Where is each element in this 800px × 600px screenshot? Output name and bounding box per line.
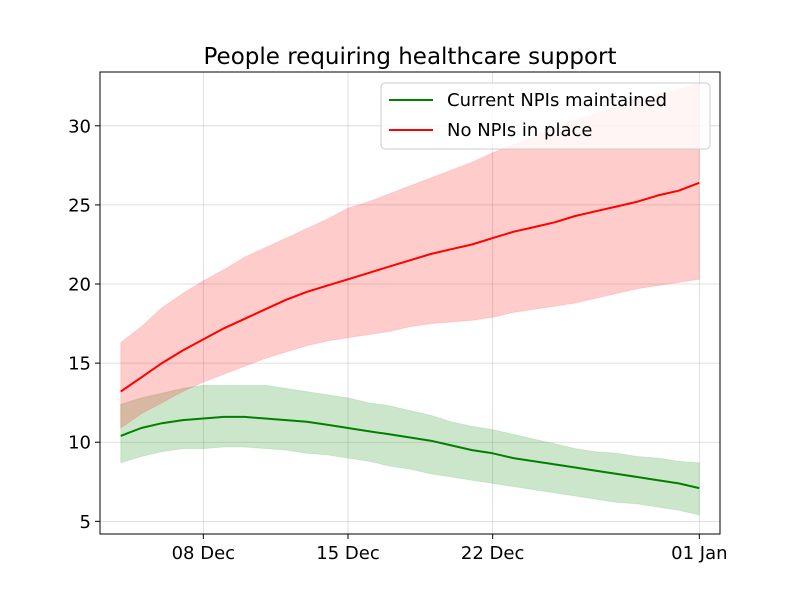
chart-title: People requiring healthcare support	[204, 44, 617, 70]
x-tick-label: 15 Dec	[316, 543, 379, 564]
legend-box	[380, 82, 711, 150]
x-tick-label: 01 Jan	[671, 543, 727, 564]
axis-ticks: 5 10 15 20 25 30 08 Dec 15 Dec 22 Dec 01 Jan	[68, 116, 727, 564]
x-tick-label: 22 Dec	[461, 543, 524, 564]
y-tick-label: 15	[68, 354, 91, 375]
line-no-npis-in-place	[120, 181, 700, 393]
y-tick-label: 25	[68, 195, 91, 216]
series-lines	[120, 181, 700, 490]
x-tick-label: 08 Dec	[172, 543, 235, 564]
legend-label-no-npis: No NPIs in place	[447, 120, 593, 141]
plot-area-frame	[99, 71, 721, 535]
y-tick-label: 5	[80, 512, 91, 533]
legend-label-current-npis: Current NPIs maintained	[447, 90, 667, 111]
y-tick-label: 30	[68, 116, 91, 137]
y-tick-label: 10	[68, 433, 91, 454]
band-no-npis-in-place	[120, 82, 700, 429]
y-tick-label: 20	[68, 275, 91, 296]
line-current-npis-maintained	[120, 415, 700, 490]
legend: Current NPIs maintained No NPIs in place	[380, 82, 711, 150]
